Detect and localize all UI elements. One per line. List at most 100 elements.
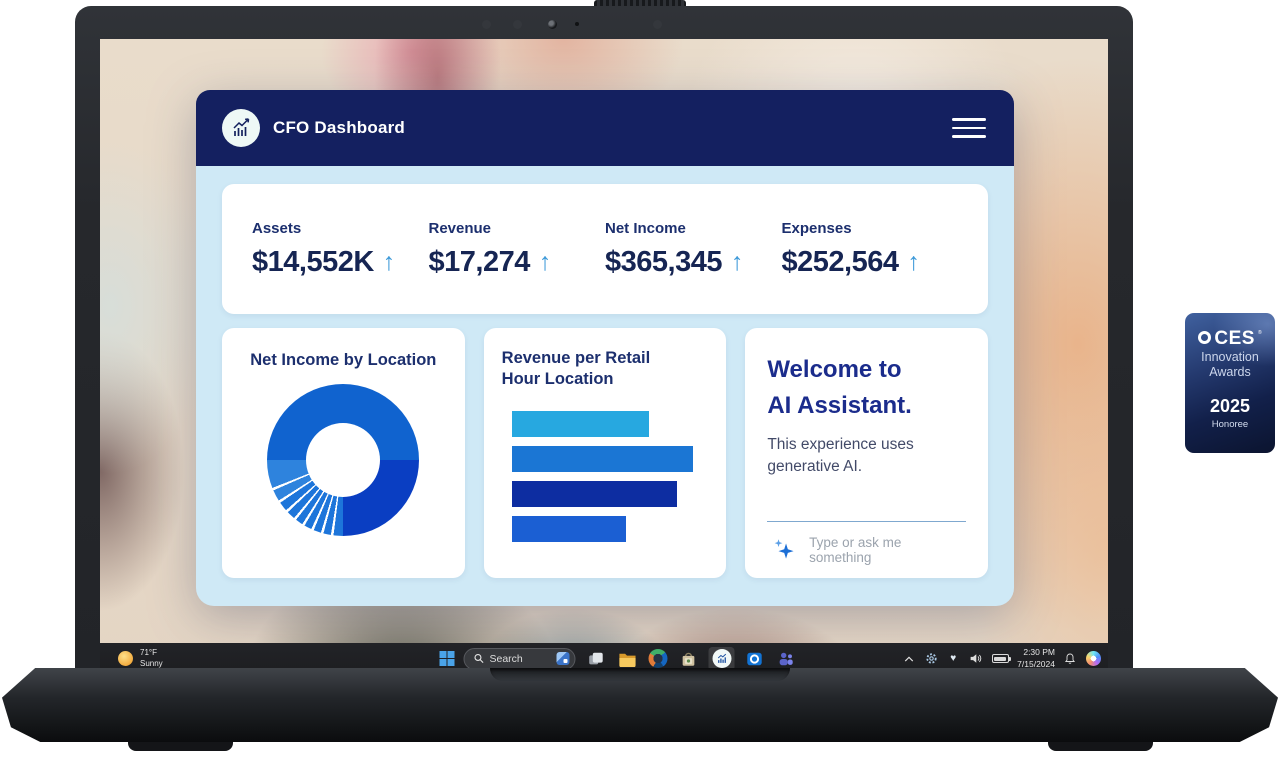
kpi-assets: Assets $14,552K ↑ (252, 220, 429, 279)
lid-hinge-notch (594, 0, 686, 10)
app-logo-icon (222, 109, 260, 147)
card-title: Net Income by Location (250, 351, 437, 369)
weather-temp: 71°F (140, 648, 157, 658)
rubber-foot (128, 741, 233, 751)
chevron-up-icon (905, 656, 914, 661)
search-highlight-icon (556, 652, 570, 665)
badge-year: 2025 (1209, 395, 1251, 416)
store-bag-icon (682, 652, 695, 666)
divider (767, 520, 966, 522)
ces-innovation-awards-badge: CES ® Innovation Awards 2025 Honoree (1185, 313, 1275, 453)
trend-up-icon: ↑ (730, 247, 744, 276)
outlook-button[interactable] (744, 648, 766, 670)
store-button[interactable] (678, 648, 700, 670)
search-placeholder: Search (489, 652, 523, 665)
sensor-dot (653, 19, 662, 29)
kpi-value: $17,274 (428, 245, 531, 278)
health-tray-button[interactable]: ♥ (946, 648, 960, 670)
health-heart-icon: ♥ (950, 653, 957, 664)
cfo-dashboard-window: CFO Dashboard Assets $14,552K ↑ (196, 90, 1014, 606)
system-tray: ♥ 2:30 PM 7/15/2024 (902, 647, 1102, 669)
hidden-icons-button[interactable] (902, 648, 916, 670)
cfo-dashboard-app-icon (712, 649, 731, 668)
ai-subtext: This experience uses generative AI. (767, 436, 914, 475)
laptop-base (2, 668, 1278, 742)
sensor-dot (482, 19, 491, 29)
donut-hole (306, 423, 381, 498)
trend-up-icon: ↑ (382, 247, 396, 276)
search-box[interactable]: Search (463, 647, 576, 670)
ai-heading-line2: AI Assistant. (767, 392, 912, 419)
kpi-expenses: Expenses $252,564 ↑ (782, 220, 959, 279)
media-app-icon (648, 649, 667, 668)
badge-subtitle: Honoree (1211, 418, 1249, 430)
menu-line (952, 118, 986, 121)
kpi-value: $14,552K (252, 245, 374, 278)
menu-line (952, 135, 986, 138)
revenue-bar (511, 480, 677, 507)
registered-mark: ® (1257, 330, 1262, 336)
copilot-button[interactable] (1084, 648, 1102, 670)
menu-line (952, 126, 986, 130)
file-explorer-icon (618, 653, 636, 668)
media-app-button[interactable] (647, 648, 669, 670)
file-explorer-button[interactable] (616, 648, 638, 670)
kpi-label: Expenses (781, 219, 852, 237)
laptop-lid: CFO Dashboard Assets $14,552K ↑ (75, 6, 1133, 696)
revenue-per-retail-hour-card: Revenue per Retail Hour Location (483, 328, 727, 578)
sensor-dot (513, 19, 522, 29)
weather-widget[interactable]: 71°F Sunny (118, 648, 163, 669)
webcam-lens (548, 19, 557, 29)
ces-brand: CES (1214, 328, 1255, 349)
kpi-summary-card: Assets $14,552K ↑ Revenue $17,274 ↑ (222, 184, 988, 314)
outlook-icon (747, 652, 762, 665)
revenue-bar (511, 515, 626, 542)
menu-button[interactable] (950, 114, 988, 142)
teams-button[interactable] (775, 648, 797, 670)
card-title: Revenue per Retail Hour Location (501, 349, 651, 389)
taskbar-clock[interactable]: 2:30 PM 7/15/2024 (1017, 647, 1055, 669)
rubber-foot (1048, 741, 1153, 751)
task-view-icon (589, 652, 603, 664)
notification-center-button[interactable] (1062, 648, 1077, 670)
taskbar-center: Search (439, 646, 797, 671)
revenue-bar (511, 445, 693, 472)
kpi-value: $252,564 (781, 245, 899, 278)
window-header: CFO Dashboard (196, 90, 1014, 166)
ai-assistant-card: Welcome to AI Assistant. This experience… (745, 328, 988, 578)
clock-date: 7/15/2024 (1017, 658, 1055, 669)
revenue-bar (511, 410, 650, 437)
task-view-button[interactable] (585, 648, 607, 670)
trend-up-icon: ↑ (907, 247, 920, 276)
kpi-revenue: Revenue $17,274 ↑ (429, 220, 606, 279)
lid-open-notch (490, 668, 790, 681)
mic-dot (575, 22, 579, 26)
kpi-label: Assets (252, 219, 302, 237)
windows-start-button[interactable] (439, 651, 455, 666)
window-body: Assets $14,552K ↑ Revenue $17,274 ↑ (196, 166, 1014, 606)
net-income-donut (267, 384, 420, 537)
copilot-icon (1085, 651, 1101, 666)
net-income-by-location-card: Net Income by Location (222, 328, 465, 578)
weather-condition: Sunny (140, 658, 163, 668)
cfo-dashboard-taskbar-button[interactable] (708, 646, 735, 671)
ces-logo-icon (1198, 331, 1212, 344)
window-title: CFO Dashboard (273, 118, 406, 137)
webcam-cluster (474, 18, 734, 30)
ai-prompt-input[interactable]: Type or ask me something (767, 522, 966, 578)
ai-heading-line1: Welcome to (767, 356, 902, 383)
volume-tray-button[interactable] (967, 648, 983, 670)
cards-row: Net Income by Location Revenue per Retai… (222, 328, 988, 578)
trend-up-icon: ↑ (538, 247, 552, 276)
battery-tray-button[interactable] (990, 648, 1011, 670)
badge-line2: Awards (1209, 364, 1251, 379)
kpi-label: Net Income (605, 219, 686, 237)
settings-gear-icon (926, 653, 937, 664)
revenue-bar-chart (502, 410, 709, 542)
ai-input-placeholder: Type or ask me something (809, 535, 902, 565)
sun-icon (118, 651, 133, 666)
settings-tray-button[interactable] (923, 648, 939, 670)
ai-heading: Welcome to AI Assistant. (767, 352, 966, 424)
laptop-screen: CFO Dashboard Assets $14,552K ↑ (100, 39, 1108, 674)
